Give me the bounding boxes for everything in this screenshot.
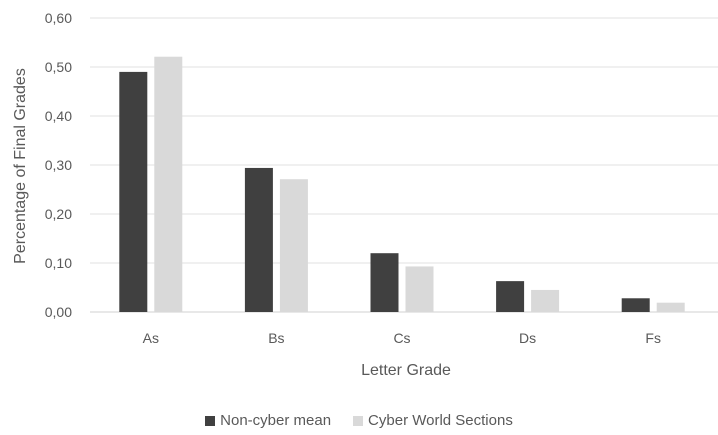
y-axis-tick-labels: 0,00 0,10 0,20 0,30 0,40 0,50 0,60 [45,10,72,320]
legend: Non-cyber mean Cyber World Sections [0,412,718,429]
bar-cs-series-1 [370,253,399,312]
y-tick-label: 0,20 [45,206,72,222]
y-tick-label: 0,00 [45,304,72,320]
y-axis-title: Percentage of Final Grades [12,68,29,264]
x-tick-label: Bs [268,330,284,346]
y-tick-label: 0,50 [45,59,72,75]
y-tick-label: 0,40 [45,108,72,124]
bar-bs-series-2 [279,179,308,312]
legend-swatch-series-2 [353,415,364,426]
gridlines [90,17,718,313]
legend-swatch-series-1 [205,415,216,426]
bar-fs-series-1 [621,298,650,312]
x-tick-label: As [143,330,159,346]
bar-bs-series-1 [244,167,273,312]
y-tick-label: 0,10 [45,255,72,271]
x-tick-label: Fs [645,330,661,346]
legend-label-series-2: Cyber World Sections [368,412,513,429]
y-tick-label: 0,30 [45,157,72,173]
bar-ds-series-2 [531,289,560,312]
bars [119,56,685,313]
x-axis-title: Letter Grade [361,362,451,379]
x-tick-label: Cs [393,330,410,346]
y-tick-label: 0,60 [45,10,72,26]
x-tick-label: Ds [519,330,536,346]
bar-fs-series-2 [656,302,685,312]
legend-item-series-1: Non-cyber mean [205,412,331,429]
bar-as-series-1 [119,71,148,313]
legend-item-series-2: Cyber World Sections [353,412,513,429]
x-axis-tick-labels: As Bs Cs Ds Fs [143,330,661,346]
bar-as-series-2 [154,56,183,313]
legend-label-series-1: Non-cyber mean [220,412,332,429]
bar-ds-series-1 [496,281,525,312]
bar-cs-series-2 [405,266,434,312]
